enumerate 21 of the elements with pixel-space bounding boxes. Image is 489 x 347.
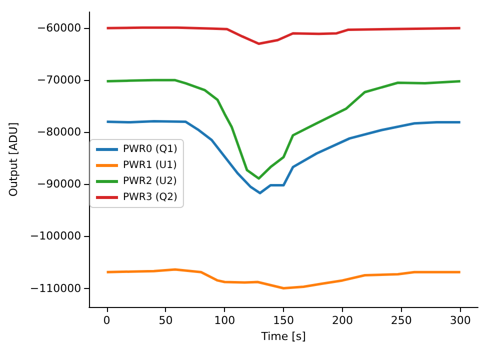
- x-tick-label: 150: [273, 314, 294, 327]
- y-tick-label: −110000: [30, 282, 82, 295]
- x-tick-label: 100: [214, 314, 236, 327]
- y-axis-title: Output [ADU]: [7, 122, 20, 197]
- x-tick-label: 300: [450, 314, 471, 327]
- y-tick-label: −80000: [36, 126, 82, 139]
- x-axis-title: Time [s]: [260, 330, 306, 343]
- x-tick-label: 250: [390, 314, 412, 327]
- x-tick-label: 200: [332, 314, 353, 327]
- y-tick-label: −70000: [36, 74, 82, 87]
- legend-label: PWR3 (Q2): [123, 192, 178, 203]
- y-tick-label: −60000: [36, 22, 82, 35]
- line-series: [106, 268, 462, 290]
- legend-label: PWR2 (U2): [123, 176, 177, 187]
- line-series: [106, 26, 462, 45]
- legend-label: PWR0 (Q1): [123, 144, 178, 155]
- x-tick-label: 50: [158, 314, 173, 327]
- x-tick-label: 0: [103, 314, 110, 327]
- legend-label: PWR1 (U1): [123, 160, 177, 171]
- y-tick-label: −100000: [30, 230, 82, 243]
- y-tick-label: −90000: [36, 178, 82, 191]
